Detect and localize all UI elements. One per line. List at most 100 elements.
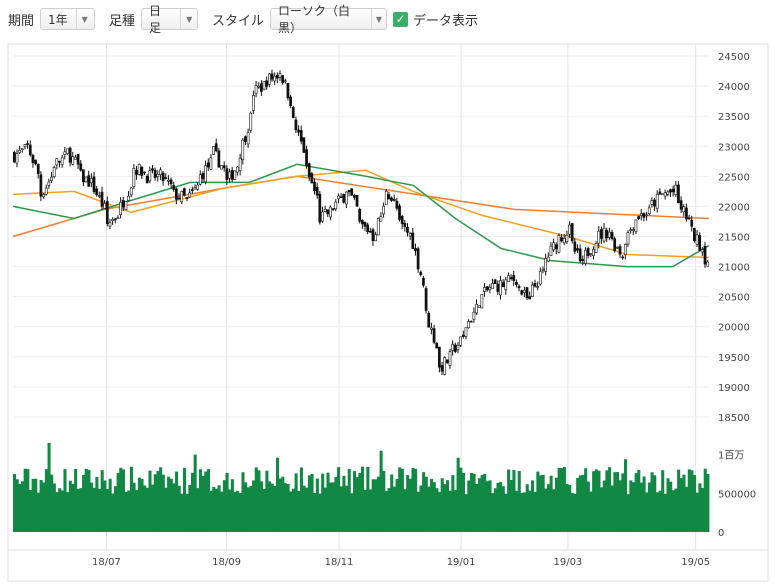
candle-body <box>698 235 702 251</box>
grid-lines <box>8 44 768 551</box>
volume-bar <box>645 492 649 532</box>
volume-bar <box>347 469 351 532</box>
period-value: 1年 <box>48 12 68 27</box>
candle-body <box>127 195 130 201</box>
volume-bar <box>331 482 335 532</box>
date-tick-label: 19/05 <box>681 557 710 568</box>
candle-body <box>693 228 696 242</box>
candle-body <box>523 289 526 293</box>
candle-body <box>618 246 622 255</box>
price-tick-label: 24000 <box>718 82 750 93</box>
volume-bar <box>228 489 232 532</box>
moving-average-lines <box>12 163 710 268</box>
volume-bar <box>217 485 221 532</box>
volume-bar <box>188 485 192 532</box>
volume-bar <box>249 486 253 532</box>
candle-body <box>26 143 29 145</box>
candle-body <box>366 224 370 232</box>
candle-body <box>485 286 489 291</box>
candle-body <box>520 290 524 295</box>
volume-bar <box>92 487 96 532</box>
period-select[interactable]: 1年 ▼ <box>40 8 96 30</box>
candle-body <box>246 132 250 145</box>
price-tick-label: 19500 <box>718 353 750 364</box>
candle-body <box>467 321 470 329</box>
data-display-checkbox[interactable]: ✓ <box>393 11 409 27</box>
volume-bar <box>523 492 527 532</box>
volume-bar <box>39 480 43 532</box>
candle-body <box>66 148 69 154</box>
candle-body <box>538 271 542 285</box>
candle-body <box>260 83 263 92</box>
candle-body <box>137 163 141 175</box>
candle-body <box>469 320 473 323</box>
volume-bar <box>594 469 598 532</box>
volume-bar <box>562 467 566 532</box>
style-select[interactable]: ローソク（白黒） ▼ <box>270 4 388 35</box>
candle-body <box>275 75 279 79</box>
candle-body <box>305 149 308 166</box>
volume-peak-bar <box>47 443 51 532</box>
candle-body <box>236 166 239 173</box>
candle-body <box>151 168 154 171</box>
candle-body <box>424 288 428 311</box>
volume-bar <box>143 485 147 532</box>
volume-bar <box>655 492 659 532</box>
volume-bar <box>565 483 569 532</box>
volume-bar <box>422 472 426 532</box>
candle-body <box>238 157 242 172</box>
volume-peak-bar <box>379 450 383 532</box>
candle-body <box>326 209 330 215</box>
interval-select[interactable]: 日足 ▼ <box>141 4 199 35</box>
volume-bar <box>132 482 136 532</box>
volume-bar <box>618 480 622 532</box>
candle-body <box>63 151 67 155</box>
volume-bar <box>371 479 375 532</box>
candle-body <box>206 162 210 168</box>
candle-body <box>262 81 266 90</box>
volume-bar <box>257 470 261 532</box>
candle-body <box>690 219 694 227</box>
volume-bar <box>499 482 503 532</box>
volume-bar <box>674 488 678 532</box>
candle-body <box>159 169 162 175</box>
candle-body <box>461 334 465 337</box>
candle-body <box>265 80 269 87</box>
candle-body <box>480 294 484 309</box>
volume-bar <box>222 480 226 532</box>
volume-bar <box>355 477 359 532</box>
volume-bar <box>209 490 213 532</box>
interval-label: 足種 <box>109 13 136 29</box>
volume-bar <box>472 473 476 532</box>
volume-bar <box>395 479 399 532</box>
candle-body <box>435 342 439 349</box>
volume-bar <box>185 493 189 532</box>
candle-body <box>119 201 122 215</box>
date-tick-label: 18/07 <box>92 557 121 568</box>
candle-body <box>623 243 627 255</box>
candle-body <box>525 287 529 299</box>
candle-body <box>315 186 319 196</box>
volume-bar <box>68 480 72 532</box>
volume-bar <box>626 494 630 532</box>
volume-bar <box>597 470 601 532</box>
candle-body <box>92 176 96 193</box>
candle-body <box>225 168 229 181</box>
candle-body <box>105 201 109 225</box>
volume-bar <box>321 473 325 532</box>
volume-bar <box>180 493 184 532</box>
volume-bar <box>631 482 636 532</box>
candle-body <box>700 249 704 253</box>
volume-bar <box>58 488 62 532</box>
volume-bar <box>650 472 654 532</box>
volume-bar <box>600 487 604 532</box>
candle-body <box>432 328 436 343</box>
candle-body <box>345 191 348 205</box>
candle-body <box>400 216 404 225</box>
volume-bar <box>400 468 404 532</box>
candle-body <box>416 248 420 270</box>
volume-bar <box>541 474 545 532</box>
candle-body <box>669 189 672 193</box>
volume-bar <box>554 477 558 532</box>
interval-value: 日足 <box>149 4 162 35</box>
